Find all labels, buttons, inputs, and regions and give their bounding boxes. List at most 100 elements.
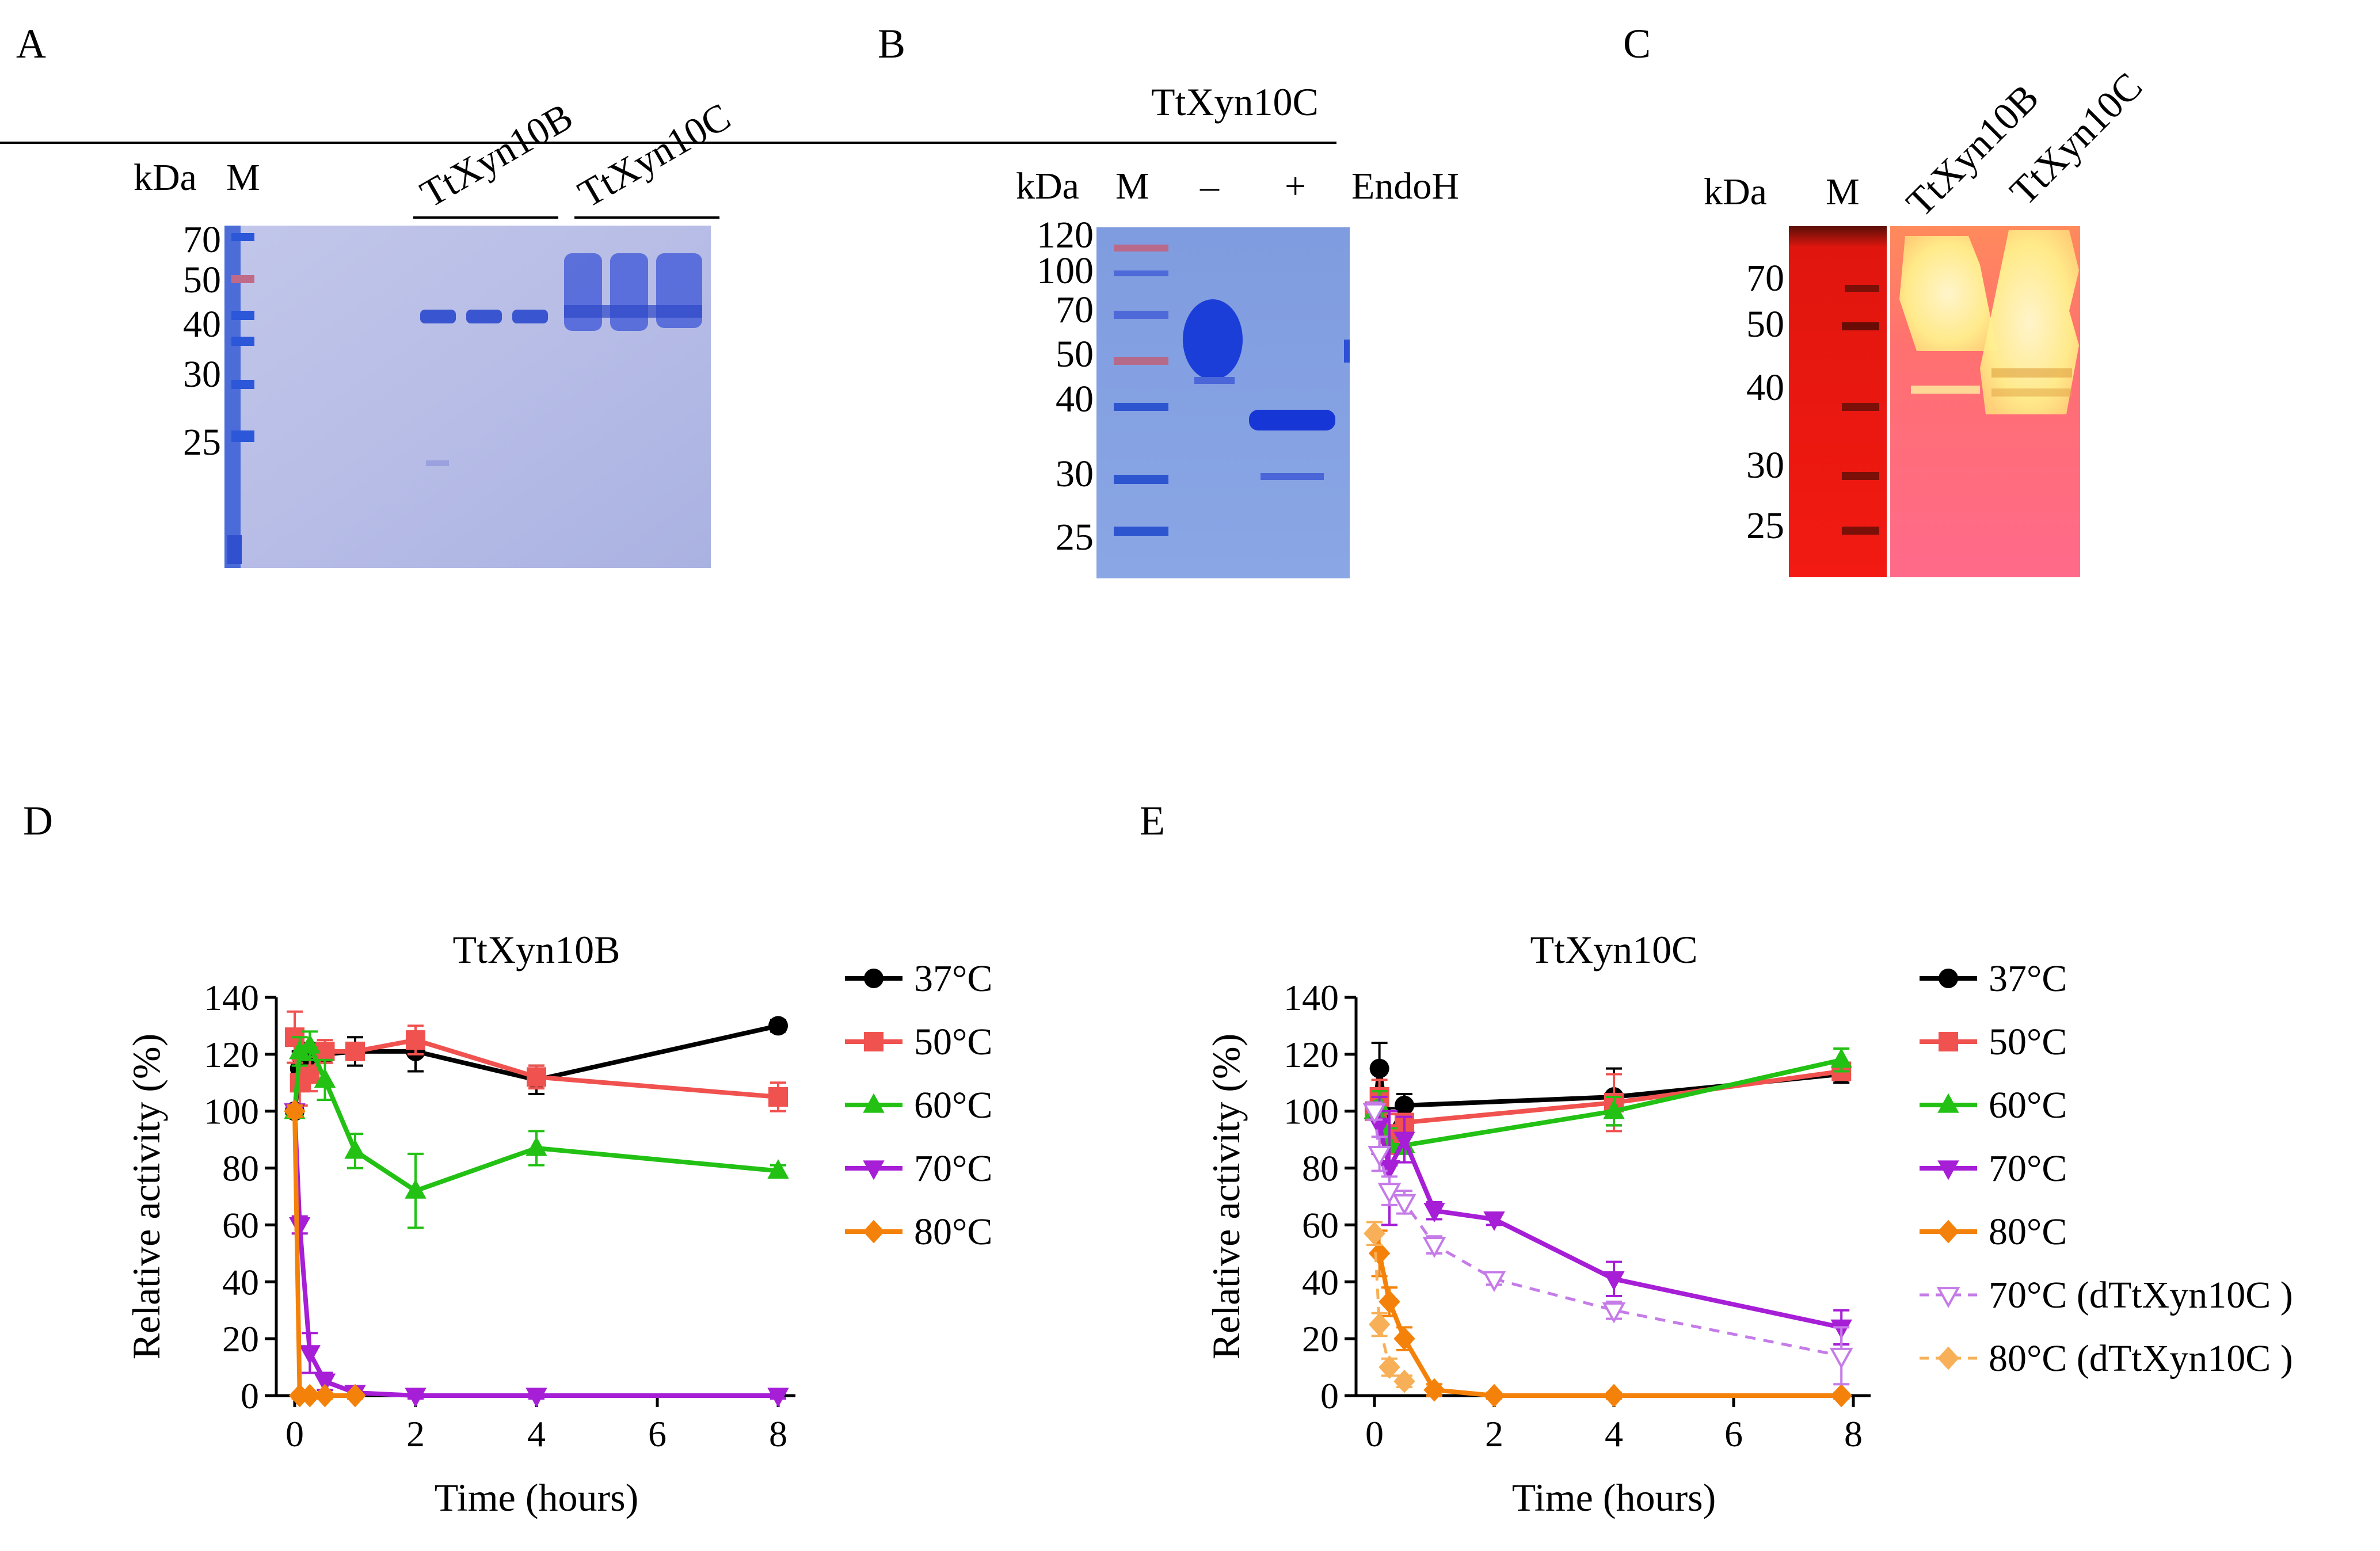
chart-d-point-80-c xyxy=(284,1099,306,1123)
panel-b: B TtXyn10C kDa M – + EndoH 120 100 70 50 xyxy=(0,21,1459,578)
chart-d-x-label: Time (hours) xyxy=(435,1476,639,1519)
chart-e-y-label: Relative activity (%) xyxy=(1204,1034,1248,1359)
marker-lane-label-c: M xyxy=(1826,171,1860,213)
chart-d-legend-marker xyxy=(864,969,884,988)
chart-d-point-50-c xyxy=(300,1064,320,1084)
chart-d-legend-item-60-c: 60°C xyxy=(845,1084,992,1126)
chart-d-y-tick-label: 20 xyxy=(222,1318,259,1359)
marker-value-a-25: 25 xyxy=(183,421,221,463)
plus-label-b: + xyxy=(1285,165,1306,207)
chart-e-y-tick-label: 0 xyxy=(1320,1375,1339,1416)
chart-e-point-80-c-dttxyn10c xyxy=(1379,1355,1400,1379)
chart-e-legend-marker xyxy=(1937,1160,1959,1180)
chart-e-legend-label: 50°C xyxy=(1989,1021,2067,1063)
chart-d-y-tick-label: 120 xyxy=(204,1034,259,1075)
marker-value-c-70: 70 xyxy=(1746,257,1784,299)
chart-e-y-tick-label: 100 xyxy=(1284,1091,1339,1132)
chart-e-point-70-c-dttxyn10c xyxy=(1602,1302,1626,1324)
chart-d-point-70-c xyxy=(767,1388,789,1408)
chart-d-y-tick-label: 0 xyxy=(241,1375,259,1416)
chart-e-point-80-c xyxy=(1393,1327,1415,1351)
chart-d-x-tick-label: 2 xyxy=(406,1413,425,1454)
kda-label-b: kDa xyxy=(1016,165,1079,207)
chart-d-legend-label: 50°C xyxy=(914,1021,992,1063)
chart-e-legend-item-70-c-dttxyn10c: 70°C (dTtXyn10C ) xyxy=(1920,1274,2293,1316)
chart-e-point-70-c xyxy=(1393,1131,1415,1152)
chart-e-y-tick-label: 40 xyxy=(1302,1262,1339,1302)
marker-value-b-40: 40 xyxy=(1056,378,1094,420)
kda-marker-values-b: 120 100 70 50 40 30 25 xyxy=(1037,214,1094,558)
chart-e-point-70-c-dttxyn10c xyxy=(1362,1103,1387,1125)
chart-e-series-80-c-dttxyn10c xyxy=(1364,1221,1415,1393)
marker-value-c-30: 30 xyxy=(1746,444,1784,486)
chart-d-x-tick-label: 8 xyxy=(769,1413,787,1454)
chart-e-point-60-c xyxy=(1603,1099,1625,1119)
chart-d-point-60-c xyxy=(314,1068,336,1088)
chart-e-y-tick-label: 80 xyxy=(1302,1148,1339,1189)
chart-d-y-tick-label: 60 xyxy=(222,1205,259,1245)
panel-a: A kDa M TtXyn10B TtXyn10C 70 5 xyxy=(16,21,737,568)
marker-value-c-25: 25 xyxy=(1746,505,1784,547)
chart-e-legend-item-50-c: 50°C xyxy=(1920,1021,2067,1063)
marker-value-c-40: 40 xyxy=(1746,367,1784,409)
panel-letter-e: E xyxy=(1140,798,1165,844)
chart-d-point-80-c xyxy=(314,1384,336,1408)
chart-d-y-tick-label: 80 xyxy=(222,1148,259,1189)
chart-d-point-80-c xyxy=(299,1384,321,1408)
minus-label-b: – xyxy=(1199,165,1220,207)
chart-e-legend-marker xyxy=(1937,1093,1959,1113)
chart-e-point-80-c-dttxyn10c xyxy=(1364,1221,1385,1245)
chart-d-point-37-c xyxy=(768,1016,788,1036)
chart-d-point-60-c xyxy=(767,1159,789,1179)
chart-d-legend-item-70-c: 70°C xyxy=(845,1148,992,1190)
chart-e-legend-label: 60°C xyxy=(1989,1084,2067,1126)
chart-d-point-70-c xyxy=(405,1388,427,1408)
protein-label-b: TtXyn10C xyxy=(1151,80,1319,124)
gel-bands-a xyxy=(224,226,702,568)
chart-e-point-80-c xyxy=(1423,1378,1445,1402)
chart-e-point-60-c xyxy=(1830,1048,1852,1068)
chart-e-point-70-c xyxy=(1603,1271,1625,1291)
sample-label-a-ttxyn10b: TtXyn10B xyxy=(413,94,580,216)
chart-d-legend-marker xyxy=(863,1093,885,1113)
chart-e-point-80-c xyxy=(1483,1384,1505,1408)
chart-e-point-70-c-dttxyn10c xyxy=(1829,1347,1853,1369)
panel-c: C kDa M TtXyn10B TtXyn10C 70 50 40 30 25 xyxy=(1623,21,2150,577)
chart-e-x-tick-label: 0 xyxy=(1365,1413,1384,1454)
marker-lane-label-b: M xyxy=(1115,165,1149,207)
chart-e-legend-marker xyxy=(1937,1346,1959,1370)
chart-e-y-tick-label: 60 xyxy=(1302,1205,1339,1245)
kda-label-c: kDa xyxy=(1704,171,1767,213)
chart-e-legend-label: 37°C xyxy=(1989,958,2067,1000)
chart-e-legend-label: 70°C (dTtXyn10C ) xyxy=(1989,1274,2293,1316)
chart-d-point-50-c xyxy=(768,1087,788,1107)
chart-e-y-tick-label: 20 xyxy=(1302,1318,1339,1359)
chart-e-x-label: Time (hours) xyxy=(1512,1476,1716,1519)
chart-d-legend-marker xyxy=(864,1032,884,1051)
chart-e-legend-item-37-c: 37°C xyxy=(1920,958,2067,1000)
chart-d-y-tick-label: 40 xyxy=(222,1262,259,1302)
kda-marker-values-a: 70 50 40 30 25 xyxy=(183,219,221,463)
gel-bands-b xyxy=(1114,245,1350,536)
chart-e-legend-marker xyxy=(1939,1032,1958,1051)
chart-d-point-70-c xyxy=(314,1373,336,1393)
chart-d-x-tick-label: 4 xyxy=(527,1413,546,1454)
chart-e-legend-item-70-c: 70°C xyxy=(1920,1148,2067,1190)
chart-e-point-70-c xyxy=(1379,1160,1400,1180)
chart-d-legend-marker xyxy=(863,1160,885,1180)
chart-d-series-80-c xyxy=(284,1099,366,1408)
marker-value-b-50: 50 xyxy=(1056,333,1094,375)
chart-e-point-80-c xyxy=(1830,1384,1852,1408)
chart-e-legend-marker xyxy=(1937,1220,1959,1244)
chart-d-x-tick-label: 6 xyxy=(648,1413,667,1454)
marker-value-a-30: 30 xyxy=(183,353,221,395)
panel-letter-c: C xyxy=(1623,21,1651,67)
gel-image-c-marker xyxy=(1789,226,1887,577)
chart-d-point-50-c xyxy=(345,1041,365,1061)
chart-d-point-50-c xyxy=(527,1067,546,1087)
chart-e-y-tick-label: 120 xyxy=(1284,1034,1339,1075)
chart-d-legend-label: 70°C xyxy=(914,1148,992,1190)
chart-d-point-60-c xyxy=(344,1139,366,1159)
treatment-label-b: EndoH xyxy=(1351,165,1459,207)
chart-d-legend-marker xyxy=(863,1220,885,1244)
